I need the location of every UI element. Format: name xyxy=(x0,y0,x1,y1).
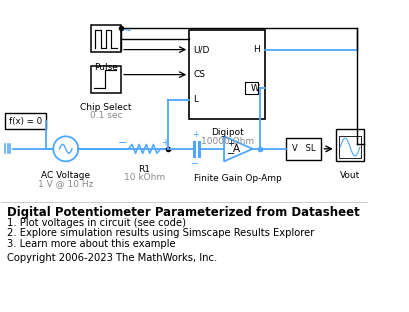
Text: AC Voltage: AC Voltage xyxy=(41,171,90,180)
Text: H: H xyxy=(252,45,259,54)
Text: Digital Potentiometer Parameterized from Datasheet: Digital Potentiometer Parameterized from… xyxy=(7,206,359,219)
Text: Finite Gain Op-Amp: Finite Gain Op-Amp xyxy=(194,174,281,183)
Text: A: A xyxy=(232,144,240,154)
Text: 10 kOhm: 10 kOhm xyxy=(124,173,164,182)
Text: Copyright 2006-2023 The MathWorks, Inc.: Copyright 2006-2023 The MathWorks, Inc. xyxy=(7,253,216,263)
Text: +: + xyxy=(226,139,233,148)
Text: 3. Learn more about this example: 3. Learn more about this example xyxy=(7,239,175,249)
Bar xyxy=(335,129,364,161)
Text: +: + xyxy=(161,138,169,148)
Text: 0.1 sec: 0.1 sec xyxy=(90,111,122,120)
Bar xyxy=(245,82,257,94)
Text: Digipot: Digipot xyxy=(210,128,243,137)
Text: Vout: Vout xyxy=(339,171,360,180)
Text: V   SL: V SL xyxy=(291,144,315,153)
Text: L: L xyxy=(193,95,198,104)
Text: −: − xyxy=(191,159,199,169)
Text: 10000 Ohm: 10000 Ohm xyxy=(200,137,253,146)
Text: f(x) = 0: f(x) = 0 xyxy=(9,117,42,126)
Polygon shape xyxy=(223,136,252,161)
Text: CS: CS xyxy=(193,70,205,79)
Bar xyxy=(285,138,321,159)
Bar xyxy=(339,136,360,158)
Bar xyxy=(90,26,121,52)
Text: 2. Explore simulation results using Simscape Results Explorer: 2. Explore simulation results using Sims… xyxy=(7,228,313,238)
Text: W: W xyxy=(250,84,259,93)
Text: R1: R1 xyxy=(138,165,150,174)
Bar xyxy=(5,113,46,129)
Bar xyxy=(90,66,121,93)
Text: −: − xyxy=(118,138,127,148)
Bar xyxy=(189,30,265,119)
Text: Chip Select: Chip Select xyxy=(80,103,131,112)
Text: Pulse: Pulse xyxy=(94,63,118,72)
Text: 1 V @ 10 Hz: 1 V @ 10 Hz xyxy=(38,179,93,188)
Circle shape xyxy=(53,136,78,161)
Text: ∼: ∼ xyxy=(122,24,132,37)
Text: U/D: U/D xyxy=(193,45,209,54)
Text: +: + xyxy=(191,130,198,139)
Text: −: − xyxy=(226,149,234,159)
Text: 1. Plot voltages in circuit (see code): 1. Plot voltages in circuit (see code) xyxy=(7,218,185,228)
